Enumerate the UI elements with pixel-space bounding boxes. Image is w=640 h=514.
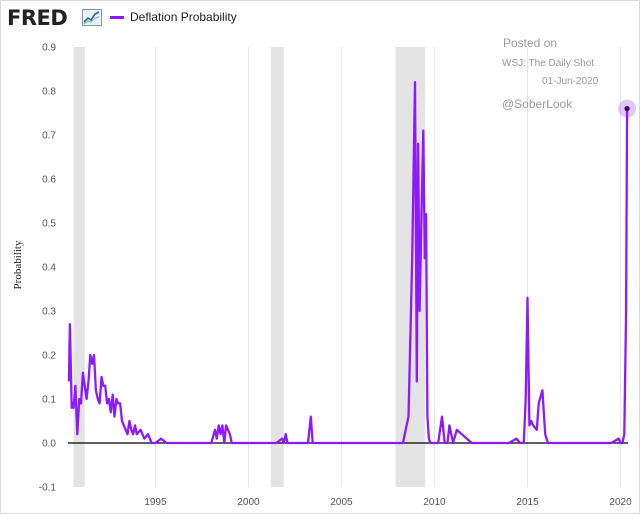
- x-tick-label-2000: 2000: [237, 497, 260, 508]
- x-tick-label-2005: 2005: [330, 497, 353, 508]
- legend-label: Deflation Probability: [130, 10, 237, 24]
- y-tick-label-5: 0.4: [42, 263, 56, 274]
- y-axis-label: Probability: [12, 240, 24, 289]
- handle-label: @SoberLook: [502, 97, 573, 111]
- y-tick-label-6: 0.3: [42, 307, 56, 318]
- grid-lines: [154, 47, 622, 487]
- x-tick-label-2015: 2015: [516, 497, 539, 508]
- posted-on-label: Posted on: [503, 36, 557, 50]
- y-tick-label-9: 0.0: [42, 439, 56, 450]
- series-line-deflation-probability: [67, 81, 629, 445]
- recession-band-1: [270, 47, 284, 487]
- recession-bands: [73, 47, 426, 487]
- x-tick-label-2010: 2010: [423, 497, 446, 508]
- recession-band-0: [73, 47, 85, 487]
- series-layer: [67, 81, 637, 445]
- y-tick-label-4: 0.5: [42, 219, 56, 230]
- y-tick-label-1: 0.8: [42, 87, 56, 98]
- last-point-marker[interactable]: [624, 106, 630, 112]
- x-tick-label-1995: 1995: [144, 497, 167, 508]
- y-tick-label-10: -0.1: [39, 483, 57, 494]
- y-tick-label-0: 0.9: [42, 43, 56, 54]
- y-axis-ticks: 0.9 0.8 0.7 0.6 0.5 0.4 0.3 0.2 0.1 0.0 -0.1: [39, 43, 57, 494]
- x-tick-label-2020: 2020: [609, 497, 632, 508]
- legend[interactable]: Deflation Probability: [110, 10, 237, 24]
- y-tick-label-7: 0.2: [42, 351, 56, 362]
- x-axis-ticks: 1995 2000 2005 2010 2015 2020: [144, 497, 632, 508]
- y-tick-label-8: 0.1: [42, 395, 56, 406]
- trend-chart-icon: [82, 9, 102, 26]
- y-tick-label-2: 0.7: [42, 131, 56, 142]
- fred-logo[interactable]: FRED: [7, 6, 68, 30]
- source-label: WSJ: The Daily Shot: [502, 58, 594, 69]
- legend-swatch: [110, 15, 124, 19]
- y-tick-label-3: 0.6: [42, 175, 56, 186]
- date-label: 01-Jun-2020: [542, 76, 599, 87]
